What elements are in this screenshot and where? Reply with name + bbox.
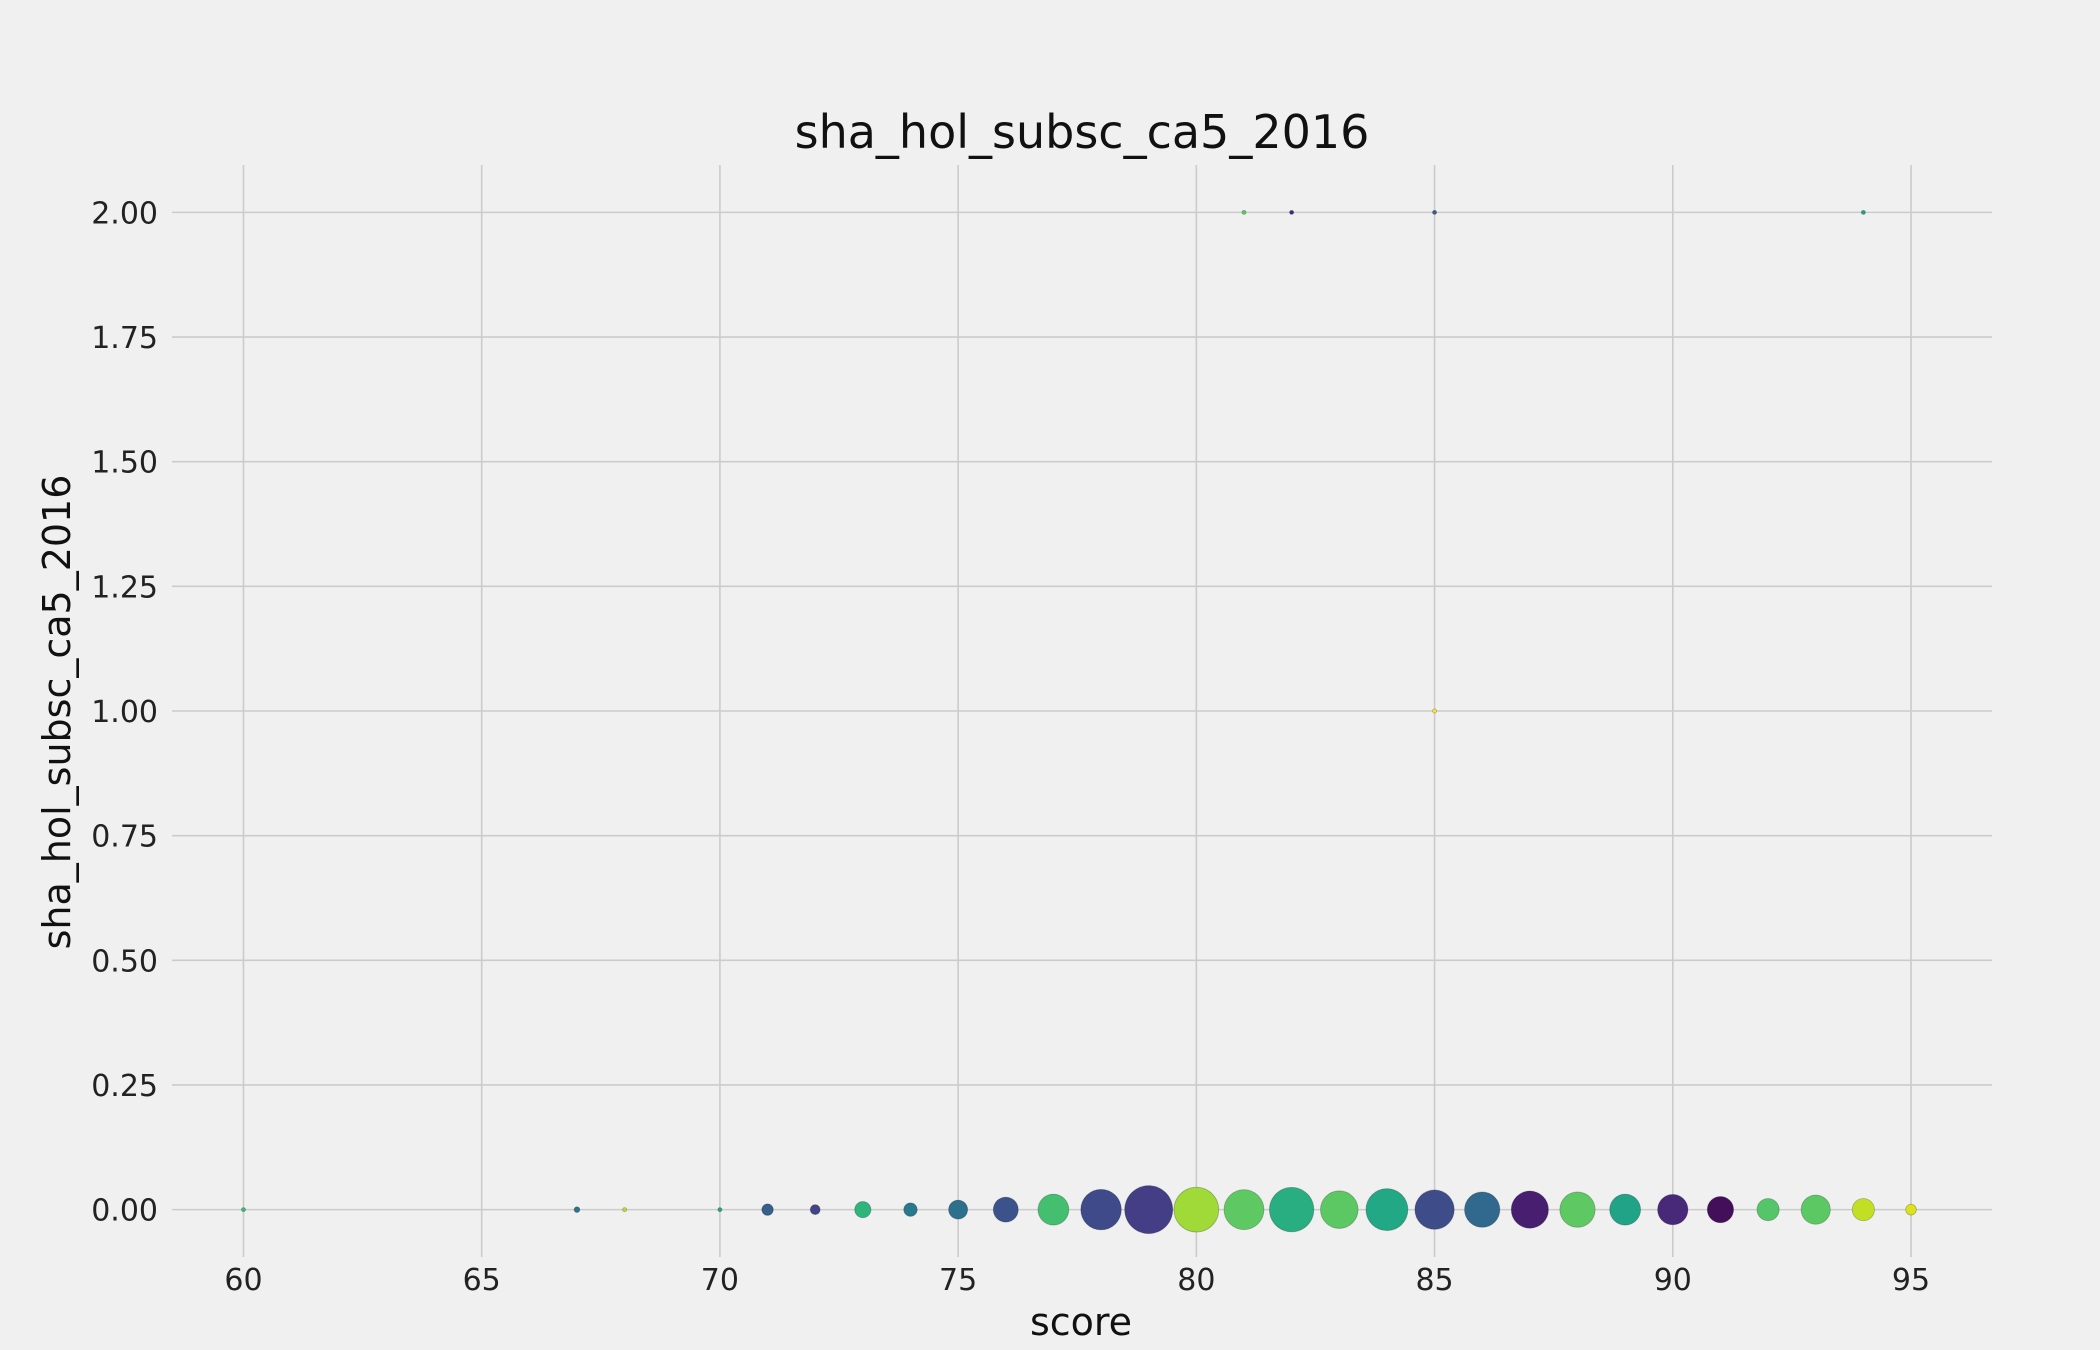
data-point	[1559, 1191, 1596, 1228]
points-layer	[241, 209, 1917, 1235]
data-point	[1756, 1198, 1780, 1222]
chart-title: sha_hol_subsc_ca5_2016	[795, 105, 1370, 159]
y-tick-label: 1.75	[91, 321, 158, 356]
data-point	[1800, 1194, 1831, 1225]
data-point	[948, 1199, 969, 1220]
x-tick-label: 80	[1177, 1263, 1215, 1298]
x-tick-label: 85	[1415, 1263, 1453, 1298]
data-point	[1241, 209, 1247, 215]
data-point	[1289, 209, 1295, 215]
x-tick-label: 70	[701, 1263, 739, 1298]
data-point	[1510, 1190, 1549, 1229]
data-point	[1706, 1196, 1734, 1224]
data-point	[1223, 1189, 1265, 1231]
y-axis-label: sha_hol_subsc_ca5_2016	[35, 475, 79, 950]
data-point	[992, 1196, 1019, 1223]
data-point	[1905, 1203, 1917, 1216]
x-axis-label: score	[1030, 1300, 1132, 1344]
data-point	[809, 1204, 821, 1216]
y-tick-label: 2.00	[91, 196, 158, 231]
data-point	[1124, 1185, 1174, 1235]
data-point	[1269, 1187, 1315, 1233]
data-point	[1320, 1190, 1359, 1229]
data-point	[1657, 1194, 1689, 1226]
y-tick-label: 0.75	[91, 820, 158, 855]
y-tick-label: 1.50	[91, 446, 158, 481]
data-point	[622, 1207, 628, 1213]
data-point	[761, 1203, 774, 1216]
data-point	[1860, 209, 1866, 215]
data-point	[573, 1206, 581, 1213]
data-point	[1464, 1191, 1501, 1228]
data-point	[1609, 1193, 1641, 1226]
data-point	[903, 1202, 918, 1217]
data-point	[854, 1201, 872, 1219]
x-tick-label: 90	[1654, 1263, 1692, 1298]
y-tick-label: 0.25	[91, 1069, 158, 1104]
data-point	[1080, 1188, 1122, 1231]
y-tick-label: 1.00	[91, 695, 158, 730]
data-point	[1432, 708, 1437, 714]
data-point	[1414, 1189, 1455, 1230]
data-point	[1851, 1198, 1875, 1222]
y-tick-label: 0.00	[91, 1194, 158, 1229]
data-point	[1037, 1193, 1070, 1226]
ticks-layer: 60 65 70 75 80 85 90 95 0.00 0.25 0.50 0.75 1.00 1.25…	[91, 196, 1930, 1298]
data-point	[717, 1207, 723, 1213]
x-tick-label: 75	[939, 1263, 977, 1298]
x-tick-label: 65	[463, 1263, 501, 1298]
x-tick-label: 95	[1892, 1263, 1930, 1298]
data-point	[1173, 1186, 1220, 1233]
y-tick-label: 1.25	[91, 570, 158, 605]
x-tick-label: 60	[224, 1263, 262, 1298]
data-point	[241, 1207, 246, 1213]
data-point	[1432, 209, 1437, 215]
data-point	[1365, 1188, 1409, 1232]
y-tick-label: 0.50	[91, 944, 158, 979]
